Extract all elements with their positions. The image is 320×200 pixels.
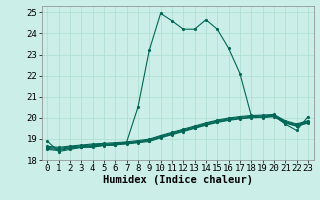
X-axis label: Humidex (Indice chaleur): Humidex (Indice chaleur) xyxy=(103,175,252,185)
